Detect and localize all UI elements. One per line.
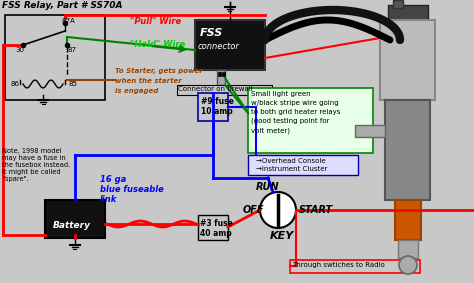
Text: OFF: OFF [243, 205, 264, 215]
Text: FSS Relay, Part # SS70A: FSS Relay, Part # SS70A [2, 1, 122, 10]
Bar [395, 200, 421, 240]
Bar [5, 15, 105, 100]
Bar [388, 5, 428, 20]
Text: "Pull" Wire: "Pull" Wire [130, 17, 181, 26]
Circle shape [399, 256, 417, 274]
Text: blue fuseable: blue fuseable [100, 185, 164, 194]
Text: Note, 1998 model
may have a fuse in
the fusebox instead.
It might be called
"spa: Note, 1998 model may have a fuse in the … [2, 148, 70, 182]
Text: To Starter, gets power: To Starter, gets power [115, 68, 203, 74]
Text: Small light green: Small light green [251, 91, 310, 97]
Text: Connector on firewall: Connector on firewall [178, 86, 253, 92]
Text: when the starter: when the starter [115, 78, 182, 84]
Bar [222, 72, 225, 76]
Text: volt meter): volt meter) [251, 127, 290, 134]
Text: w/black stripe wire going: w/black stripe wire going [251, 100, 338, 106]
Text: RUN: RUN [256, 182, 280, 192]
Circle shape [260, 192, 296, 228]
Bar [380, 20, 435, 100]
Bar [290, 260, 420, 273]
Text: KEY: KEY [270, 231, 294, 241]
Text: Battery: Battery [53, 221, 91, 230]
Text: #3 fuse: #3 fuse [200, 219, 233, 228]
Bar [45, 200, 105, 238]
Bar [248, 155, 358, 175]
Text: 87A: 87A [61, 18, 75, 24]
Text: 40 amp: 40 amp [200, 229, 232, 238]
Bar [248, 88, 373, 153]
Text: Through swtiches to Radio: Through swtiches to Radio [292, 262, 385, 268]
Text: (good testing point for: (good testing point for [251, 118, 329, 125]
Bar [355, 125, 385, 137]
Bar [385, 100, 430, 200]
Text: →Overhead Console: →Overhead Console [256, 158, 326, 164]
Text: 85: 85 [69, 81, 78, 87]
Text: 87: 87 [68, 47, 77, 53]
Bar [195, 20, 265, 70]
Text: 30: 30 [15, 47, 24, 53]
Bar [177, 85, 272, 95]
Bar [218, 72, 221, 76]
Text: #9 fuse: #9 fuse [201, 97, 234, 106]
Text: to both grid heater relays: to both grid heater relays [251, 109, 340, 115]
Text: is engaged: is engaged [115, 88, 158, 94]
Bar [198, 215, 228, 240]
Text: connector: connector [198, 42, 240, 51]
Bar [398, 240, 418, 258]
Text: 16 ga: 16 ga [100, 175, 126, 184]
Bar [198, 93, 228, 121]
Text: FSS: FSS [200, 28, 223, 38]
Text: 10 amp: 10 amp [201, 107, 233, 116]
Bar [393, 0, 403, 8]
Text: "Hold" Wire: "Hold" Wire [130, 40, 185, 49]
Text: 86: 86 [10, 81, 19, 87]
Bar [217, 70, 225, 85]
Text: →Instrument Cluster: →Instrument Cluster [256, 166, 328, 172]
Text: link: link [100, 195, 118, 204]
Text: START: START [299, 205, 333, 215]
